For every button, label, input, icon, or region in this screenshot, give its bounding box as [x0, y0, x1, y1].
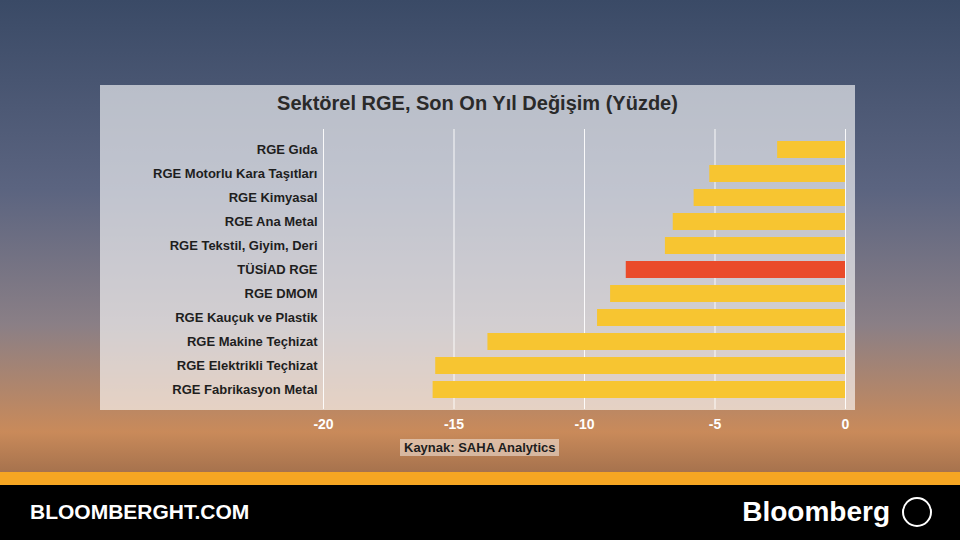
svg-text:RGE Fabrikasyon Metal: RGE Fabrikasyon Metal	[172, 382, 317, 397]
html-text:Bloomberg: Bloomberg	[742, 496, 890, 527]
svg-text:RGE Makine Teçhizat: RGE Makine Teçhizat	[187, 334, 318, 349]
svg-text:RGE Ana Metal: RGE Ana Metal	[225, 214, 318, 229]
svg-text:RGE Elektrikli Teçhizat: RGE Elektrikli Teçhizat	[177, 358, 318, 373]
svg-text:TÜSİAD RGE: TÜSİAD RGE	[237, 262, 318, 277]
svg-text:-10: -10	[574, 416, 594, 432]
svg-text:-20: -20	[313, 416, 333, 432]
html-text:Kaynak: SAHA Analytics: Kaynak: SAHA Analytics	[404, 440, 556, 455]
svg-text:RGE DMOM: RGE DMOM	[245, 286, 318, 301]
svg-text:RGE Gıda: RGE Gıda	[257, 142, 318, 157]
svg-text:RGE Tekstil, Giyim, Deri: RGE Tekstil, Giyim, Deri	[170, 238, 318, 253]
svg-text:RGE Motorlu Kara Taşıtları: RGE Motorlu Kara Taşıtları	[153, 166, 317, 181]
html-text:BLOOMBERGHT.COM: BLOOMBERGHT.COM	[30, 500, 250, 523]
svg-text:RGE Kimyasal: RGE Kimyasal	[229, 190, 318, 205]
svg-text:0: 0	[842, 416, 850, 432]
svg-text:-5: -5	[709, 416, 722, 432]
svg-text:RGE Kauçuk ve Plastik: RGE Kauçuk ve Plastik	[175, 310, 318, 325]
svg-text:-15: -15	[444, 416, 464, 432]
html-text:Sektörel RGE, Son On Yıl Değiş: Sektörel RGE, Son On Yıl Değişim (Yüzde)	[277, 92, 678, 114]
